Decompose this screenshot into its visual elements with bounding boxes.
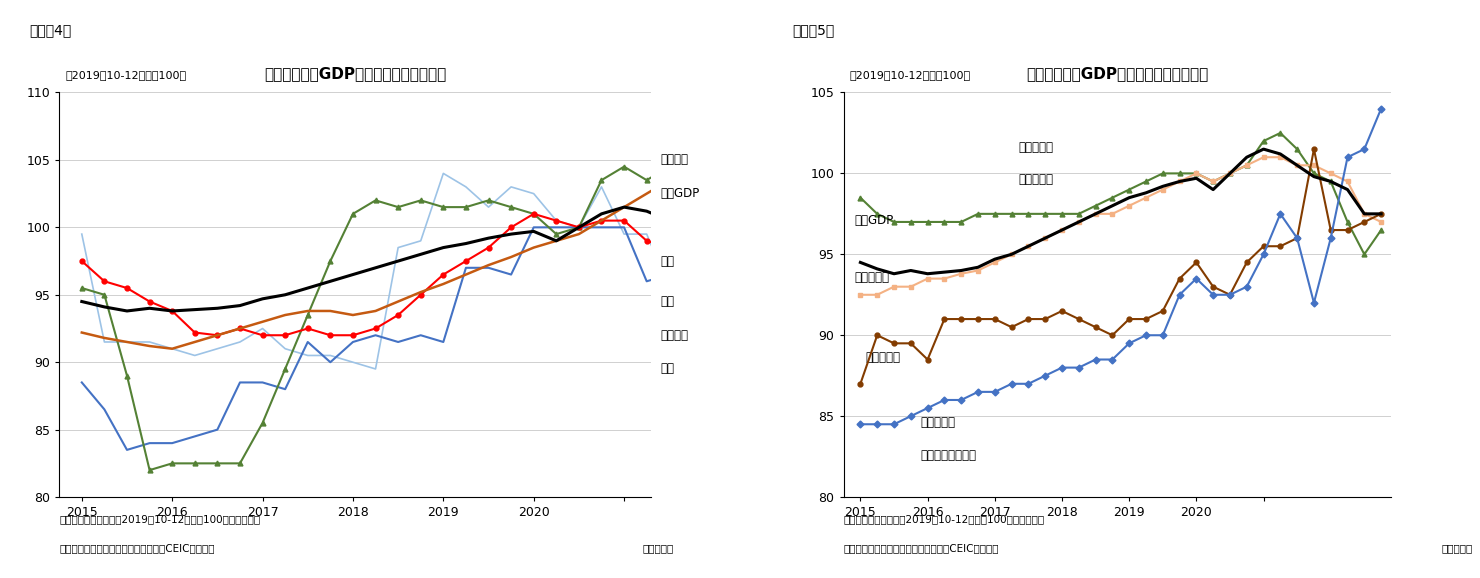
Text: （資料）ロシア連邦統計局のデータをCEICより取得: （資料）ロシア連邦統計局のデータをCEICより取得 [844, 543, 999, 553]
Text: （四半期）: （四半期） [642, 543, 673, 553]
Text: 輸出: 輸出 [660, 295, 675, 308]
Text: 政府消費: 政府消費 [660, 153, 688, 166]
Text: 家計消費: 家計消費 [660, 329, 688, 342]
Text: （金融・不動産）: （金融・不動産） [921, 449, 977, 461]
Text: （注）季節調整系列の2019年10-12月期を100として指数化: （注）季節調整系列の2019年10-12月期を100として指数化 [59, 514, 260, 524]
Text: 実質GDP: 実質GDP [854, 214, 894, 227]
Text: （2019年10-12月期＝100）: （2019年10-12月期＝100） [65, 71, 186, 80]
Text: （注）季節調整系列の2019年10-12月期を100として指数化: （注）季節調整系列の2019年10-12月期を100として指数化 [844, 514, 1045, 524]
Text: （図表4）: （図表4） [30, 23, 73, 37]
Text: 実質GDP: 実質GDP [660, 187, 700, 200]
Text: 第一次産業: 第一次産業 [866, 351, 900, 364]
Text: （図表5）: （図表5） [792, 23, 835, 37]
Text: （資料）ロシア連邦統計局のデータをCEICより取得: （資料）ロシア連邦統計局のデータをCEICより取得 [59, 543, 215, 553]
Text: 輸入: 輸入 [660, 362, 675, 376]
Text: 第三次産業: 第三次産業 [1018, 141, 1054, 154]
Text: 投資: 投資 [660, 254, 675, 268]
Title: ロシアの実質GDPの動向（供給項目別）: ロシアの実質GDPの動向（供給項目別） [1026, 66, 1209, 81]
Title: ロシアの実質GDPの動向（需要項目別）: ロシアの実質GDPの動向（需要項目別） [263, 66, 447, 81]
Text: （2019年10-12月期＝100）: （2019年10-12月期＝100） [850, 71, 971, 80]
Text: 第三次産業: 第三次産業 [921, 416, 955, 429]
Text: （その他）: （その他） [1018, 173, 1054, 186]
Text: 第二次産業: 第二次産業 [854, 271, 889, 283]
Text: （四半期）: （四半期） [1442, 543, 1473, 553]
